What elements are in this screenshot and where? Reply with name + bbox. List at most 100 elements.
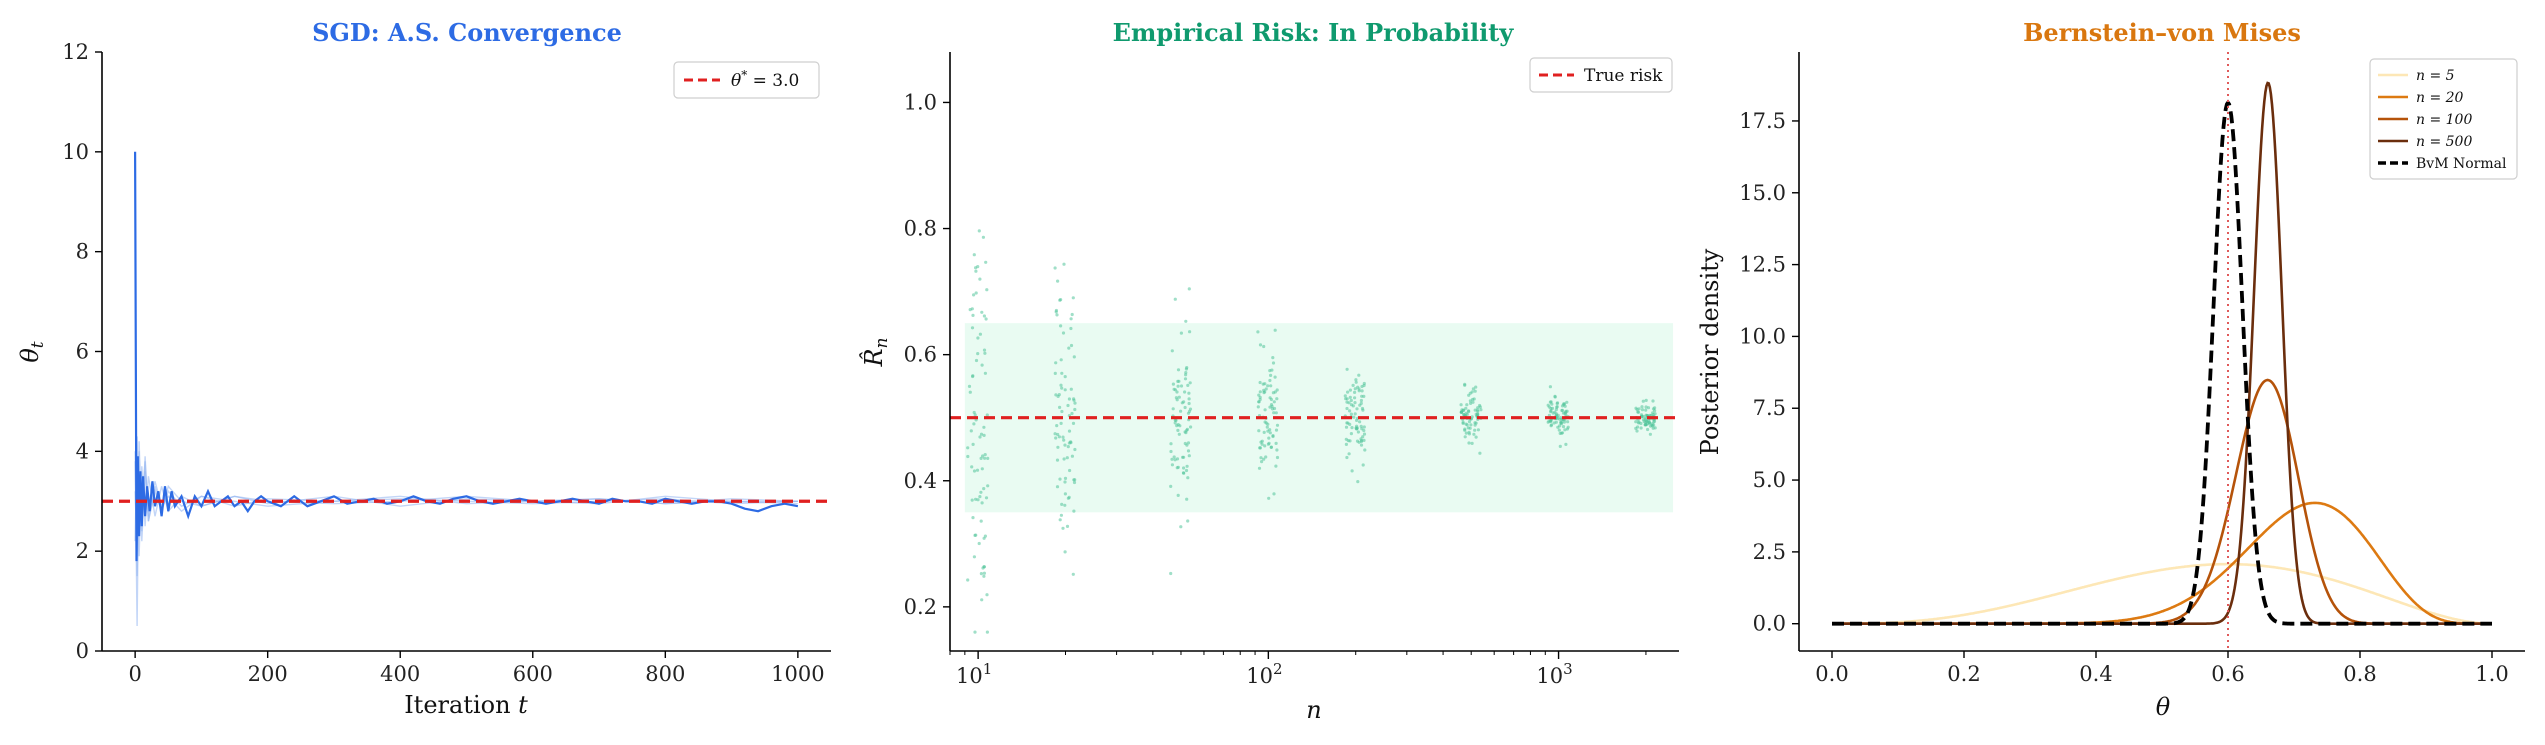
empirical-point-n10 xyxy=(981,566,985,570)
empirical-point-n200 xyxy=(1359,401,1363,405)
empirical-point-n10 xyxy=(972,422,976,426)
empirical-point-n10 xyxy=(982,571,987,575)
empirical-point-n10 xyxy=(973,630,977,634)
empirical-point-n100 xyxy=(1260,460,1264,464)
empirical-point-n2000 xyxy=(1643,423,1647,427)
sgd-x-tick-label: 800 xyxy=(645,662,685,686)
empirical-point-n10 xyxy=(979,490,983,494)
empirical-point-n10 xyxy=(967,384,972,388)
empirical-point-n2000 xyxy=(1653,426,1657,430)
empirical-legend-label: True risk xyxy=(1584,66,1663,86)
empirical-point-n50 xyxy=(1170,349,1174,353)
empirical-point-n100 xyxy=(1271,434,1275,439)
panel-sgd: SGD: A.S. Convergence 0 200 400 600 800 10000… xyxy=(16,18,831,719)
empirical-point-n20 xyxy=(1056,394,1060,398)
empirical-legend: True risk xyxy=(1529,57,1673,93)
empirical-point-n10 xyxy=(970,307,974,311)
empirical-point-n20 xyxy=(1056,445,1060,449)
empirical-point-n100 xyxy=(1269,373,1273,377)
empirical-point-n50 xyxy=(1186,519,1190,523)
bvm-y-label: Posterior density xyxy=(1696,248,1724,455)
empirical-point-n50 xyxy=(1184,319,1188,323)
empirical-point-n10 xyxy=(978,332,983,336)
bvm-legend-label-5: BvM Normal xyxy=(2416,156,2507,172)
empirical-point-n200 xyxy=(1355,426,1359,430)
empirical-ticks: 101 102 103 0.2 0.4 0.6 0.8 1.0 xyxy=(904,90,1647,688)
empirical-point-n10 xyxy=(977,229,981,233)
empirical-point-n200 xyxy=(1353,412,1357,416)
empirical-point-n200 xyxy=(1349,398,1353,403)
empirical-point-n2000 xyxy=(1648,421,1652,425)
empirical-point-n100 xyxy=(1262,344,1266,349)
empirical-point-n20 xyxy=(1069,343,1074,348)
empirical-y-tick-label: 0.2 xyxy=(904,595,937,619)
empirical-point-n200 xyxy=(1360,427,1364,431)
empirical-point-n500 xyxy=(1470,390,1474,394)
empirical-point-n1000 xyxy=(1562,420,1566,424)
empirical-point-n200 xyxy=(1360,394,1364,398)
empirical-point-n20 xyxy=(1061,331,1066,335)
empirical-point-n500 xyxy=(1466,409,1471,413)
empirical-point-n50 xyxy=(1173,388,1177,392)
empirical-point-n20 xyxy=(1055,313,1059,317)
empirical-point-n10 xyxy=(983,371,988,375)
empirical-point-n20 xyxy=(1063,550,1067,554)
empirical-point-n1000 xyxy=(1561,411,1566,415)
empirical-point-n2000 xyxy=(1651,407,1656,411)
empirical-point-n200 xyxy=(1343,394,1347,398)
empirical-point-n20 xyxy=(1059,421,1063,425)
empirical-point-n20 xyxy=(1070,312,1074,317)
empirical-point-n10 xyxy=(978,277,982,281)
empirical-point-n20 xyxy=(1058,518,1062,522)
empirical-point-n10 xyxy=(979,456,983,460)
empirical-point-n2000 xyxy=(1652,420,1656,424)
bvm-legend-label-2: n = 20 xyxy=(2416,90,2464,106)
empirical-point-n500 xyxy=(1468,399,1472,403)
empirical-point-n2000 xyxy=(1640,408,1645,412)
empirical-point-n50 xyxy=(1182,400,1186,404)
empirical-point-n200 xyxy=(1345,406,1349,411)
empirical-point-n20 xyxy=(1057,435,1061,439)
panel-empirical: Empirical Risk: In Probability 101 102 103… xyxy=(860,18,1679,724)
empirical-point-n10 xyxy=(984,496,989,500)
empirical-point-n1000 xyxy=(1555,405,1559,409)
empirical-x-tick-label: 102 xyxy=(1246,660,1282,688)
empirical-point-n10 xyxy=(971,442,975,446)
empirical-point-n200 xyxy=(1354,378,1358,382)
empirical-point-n100 xyxy=(1267,441,1271,445)
empirical-point-n200 xyxy=(1362,381,1366,386)
empirical-point-n200 xyxy=(1355,439,1360,443)
empirical-point-n20 xyxy=(1053,371,1057,375)
empirical-point-n10 xyxy=(980,310,984,314)
bvm-x-tick-label: 0.6 xyxy=(2211,662,2244,686)
empirical-point-n500 xyxy=(1471,387,1475,391)
empirical-point-n1000 xyxy=(1558,424,1562,428)
empirical-point-n200 xyxy=(1346,390,1350,394)
empirical-point-n500 xyxy=(1463,435,1467,439)
empirical-point-n50 xyxy=(1186,383,1190,387)
empirical-point-n50 xyxy=(1187,454,1191,458)
empirical-point-n1000 xyxy=(1551,411,1555,415)
empirical-point-n1000 xyxy=(1561,425,1566,429)
bvm-legend: n = 5 n = 20 n = 100 n = 500 BvM Normal xyxy=(2369,58,2518,180)
empirical-point-n200 xyxy=(1357,389,1361,393)
empirical-point-n2000 xyxy=(1649,424,1653,428)
empirical-point-n10 xyxy=(976,352,980,356)
empirical-point-n200 xyxy=(1348,388,1352,392)
empirical-point-n50 xyxy=(1175,466,1179,470)
empirical-point-n10 xyxy=(966,454,970,459)
empirical-point-n1000 xyxy=(1548,400,1552,404)
empirical-point-n500 xyxy=(1471,400,1475,404)
bvm-y-tick-label: 0.0 xyxy=(1753,612,1786,636)
empirical-point-n20 xyxy=(1058,477,1062,481)
sgd-x-tick-label: 0 xyxy=(128,662,141,686)
empirical-point-n50 xyxy=(1170,457,1174,461)
empirical-point-n50 xyxy=(1174,396,1178,400)
empirical-point-n50 xyxy=(1187,397,1191,401)
empirical-point-n500 xyxy=(1472,432,1476,436)
bvm-title: Bernstein–von Mises xyxy=(2023,18,2301,47)
bvm-legend-label-1: n = 5 xyxy=(2416,68,2455,84)
empirical-point-n100 xyxy=(1262,430,1266,434)
empirical-point-n20 xyxy=(1072,478,1076,482)
